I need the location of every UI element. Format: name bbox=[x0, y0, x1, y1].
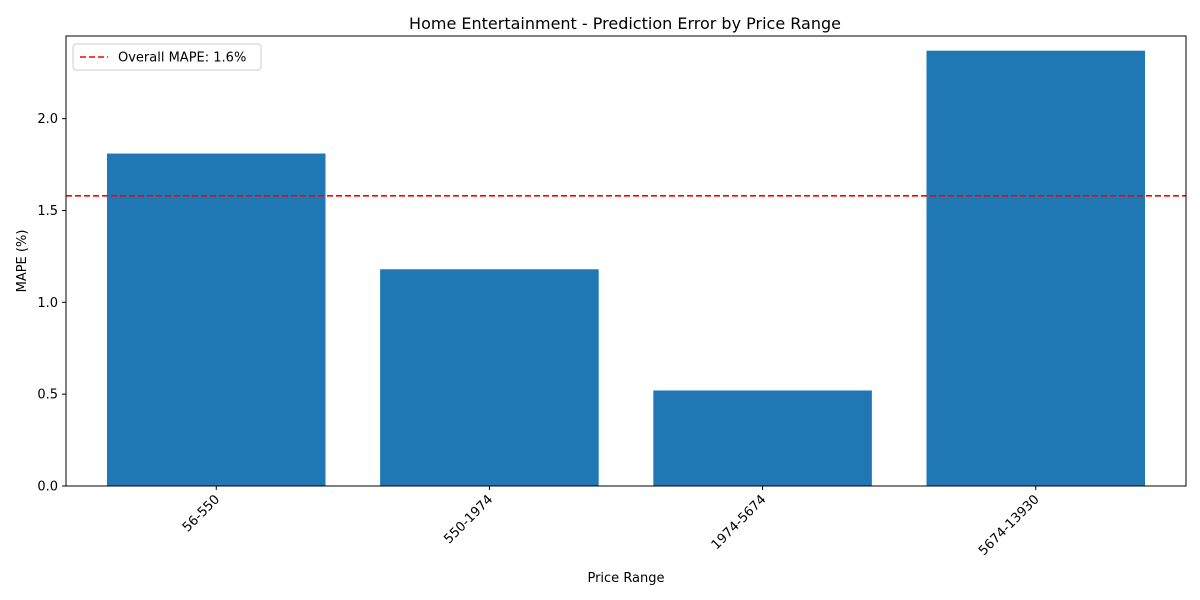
chart-title: Home Entertainment - Prediction Error by… bbox=[409, 14, 841, 33]
x-tick-label: 1974-5674 bbox=[709, 492, 770, 553]
y-tick-label: 1.0 bbox=[37, 296, 58, 311]
y-tick-label: 0.0 bbox=[37, 480, 58, 495]
x-tick-label: 56-550 bbox=[180, 492, 223, 535]
x-axis-label: Price Range bbox=[587, 571, 664, 586]
legend: Overall MAPE: 1.6% bbox=[72, 43, 262, 71]
bar-550-1974 bbox=[380, 269, 599, 486]
bars-group bbox=[106, 50, 1146, 486]
legend-label: Overall MAPE: 1.6% bbox=[118, 51, 246, 66]
x-axis: 56-550 550-1974 1974-5674 5674-13930 bbox=[180, 486, 1043, 559]
plot-frame bbox=[65, 35, 1187, 487]
bar-1974-5674 bbox=[653, 390, 872, 486]
bar-56-550 bbox=[106, 153, 326, 486]
legend-box bbox=[72, 43, 262, 71]
y-tick-label: 0.5 bbox=[37, 388, 58, 403]
x-tick-label: 550-1974 bbox=[441, 492, 496, 547]
y-tick-label: 2.0 bbox=[37, 112, 58, 127]
y-tick-label: 1.5 bbox=[37, 204, 58, 219]
x-tick-label: 5674-13930 bbox=[976, 492, 1043, 559]
y-axis-label: MAPE (%) bbox=[15, 230, 30, 293]
y-axis: 0.0 0.5 1.0 1.5 2.0 bbox=[37, 112, 66, 495]
bar-5674-13930 bbox=[926, 50, 1146, 486]
